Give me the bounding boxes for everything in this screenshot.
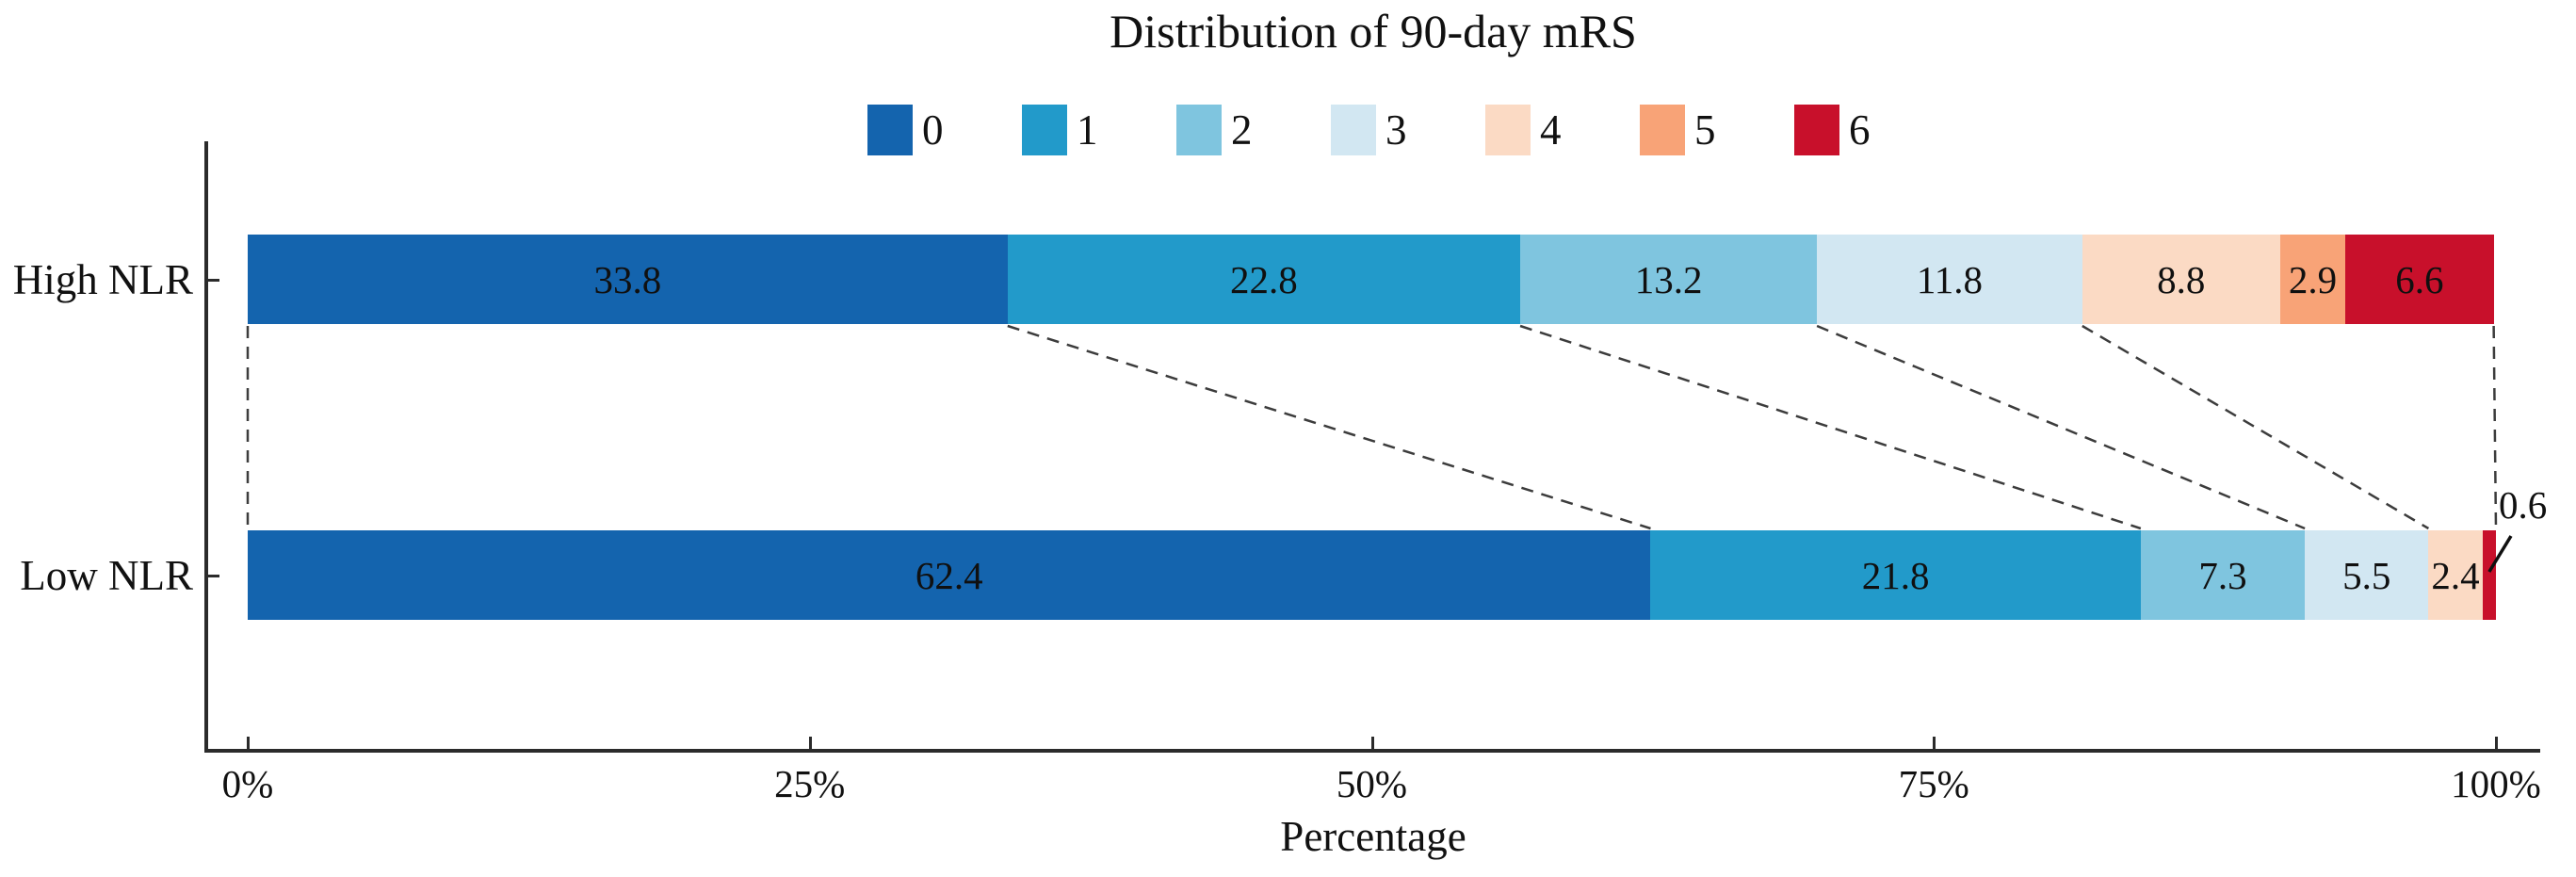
bar-segment-low-nlr-mrs-4: 2.4 bbox=[2428, 530, 2483, 620]
x-tick-mark bbox=[1933, 737, 1936, 749]
bar-segment-low-nlr-mrs-1: 21.8 bbox=[1650, 530, 2141, 620]
bar-segment-high-nlr-mrs-3: 11.8 bbox=[1817, 235, 2082, 324]
legend-label: 5 bbox=[1694, 106, 1716, 154]
segment-value-label: 33.8 bbox=[593, 257, 662, 301]
segment-value-label: 8.8 bbox=[2157, 257, 2206, 301]
legend: 0 1 2 3 4 5 6 bbox=[0, 0, 2576, 160]
y-tick-mark bbox=[208, 278, 219, 282]
legend-label: 3 bbox=[1385, 106, 1407, 154]
connector-dashed-line bbox=[1816, 324, 2306, 530]
legend-label: 6 bbox=[1849, 106, 1871, 154]
legend-label: 2 bbox=[1231, 106, 1253, 154]
segment-value-label: 62.4 bbox=[915, 553, 983, 597]
segment-value-label: 13.2 bbox=[1634, 257, 1703, 301]
segment-value-label: 5.5 bbox=[2342, 553, 2391, 597]
legend-label: 1 bbox=[1077, 106, 1098, 154]
bar-segment-high-nlr-mrs-2: 13.2 bbox=[1520, 235, 1818, 324]
x-tick-mark bbox=[247, 737, 250, 749]
legend-label: 4 bbox=[1540, 106, 1562, 154]
callout-value-label: 0.6 bbox=[2499, 483, 2548, 527]
segment-value-label: 2.4 bbox=[2431, 553, 2480, 597]
segment-value-label: 11.8 bbox=[1916, 257, 1984, 301]
segment-value-label: 6.6 bbox=[2395, 257, 2444, 301]
legend-swatch-mrs-2 bbox=[1176, 105, 1222, 155]
x-tick-mark bbox=[808, 737, 812, 749]
segment-value-label: 2.9 bbox=[2288, 257, 2338, 301]
x-tick-mark bbox=[2495, 737, 2498, 749]
bar-segment-low-nlr-mrs-3: 5.5 bbox=[2305, 530, 2429, 620]
category-label-high-nlr: High NLR bbox=[12, 255, 193, 303]
legend-swatch-mrs-0 bbox=[867, 105, 913, 155]
x-tick-label: 75% bbox=[1898, 762, 1969, 805]
legend-swatch-mrs-4 bbox=[1485, 105, 1531, 155]
connector-dashed-line bbox=[2082, 324, 2430, 530]
x-axis-line bbox=[204, 749, 2540, 753]
bar-segment-high-nlr-mrs-1: 22.8 bbox=[1007, 235, 1521, 324]
bar-segment-high-nlr-mrs-0: 33.8 bbox=[248, 235, 1008, 324]
legend-swatch-mrs-6 bbox=[1794, 105, 1839, 155]
connector-dashed-line bbox=[1007, 324, 1651, 530]
connector-dashed-line bbox=[2492, 325, 2498, 529]
bar-segment-high-nlr-mrs-6: 6.6 bbox=[2345, 235, 2494, 324]
segment-value-label: 7.3 bbox=[2198, 553, 2247, 597]
x-tick-mark bbox=[1370, 737, 1374, 749]
connector-dashed-line bbox=[1519, 324, 2142, 530]
segment-value-label: 21.8 bbox=[1861, 553, 1930, 597]
segment-value-label: 22.8 bbox=[1230, 257, 1298, 301]
chart-title: Distribution of 90-day mRS bbox=[1110, 5, 1637, 57]
callout-line bbox=[2487, 535, 2513, 573]
bar-segment-high-nlr-mrs-4: 8.8 bbox=[2082, 235, 2280, 324]
legend-label: 0 bbox=[922, 106, 944, 154]
x-tick-label: 50% bbox=[1336, 762, 1408, 805]
y-tick-mark bbox=[208, 574, 219, 577]
x-tick-label: 100% bbox=[2451, 762, 2541, 805]
x-tick-label: 25% bbox=[774, 762, 846, 805]
legend-swatch-mrs-1 bbox=[1022, 105, 1067, 155]
y-axis-line bbox=[204, 141, 208, 753]
bar-segment-low-nlr-mrs-6 bbox=[2482, 530, 2496, 620]
legend-swatch-mrs-5 bbox=[1640, 105, 1685, 155]
category-label-low-nlr: Low NLR bbox=[20, 551, 193, 599]
x-axis-title: Percentage bbox=[1280, 813, 1466, 860]
bar-segment-low-nlr-mrs-0: 62.4 bbox=[248, 530, 1651, 620]
x-tick-label: 0% bbox=[221, 762, 274, 805]
bar-segment-low-nlr-mrs-2: 7.3 bbox=[2140, 530, 2306, 620]
legend-swatch-mrs-3 bbox=[1331, 105, 1376, 155]
bar-segment-high-nlr-mrs-5: 2.9 bbox=[2279, 235, 2346, 324]
